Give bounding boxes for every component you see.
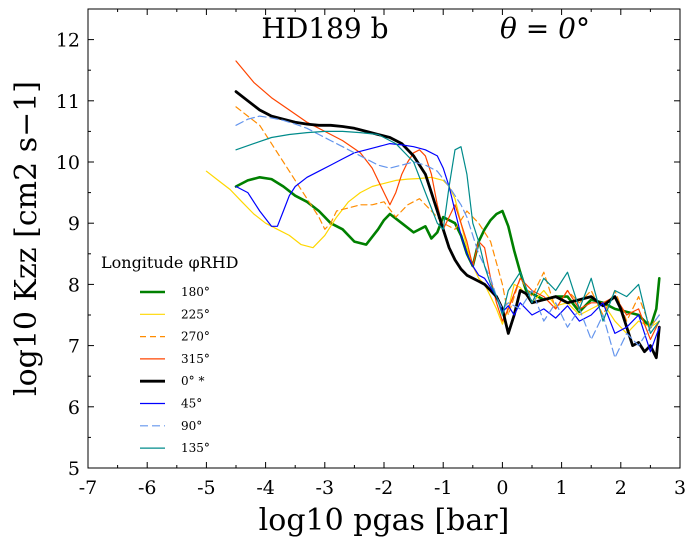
series-lines — [205, 60, 661, 360]
legend-label-0: 180° — [181, 285, 210, 299]
legend-label-2: 270° — [181, 330, 210, 344]
y-tick-label: 6 — [68, 397, 80, 419]
legend-label-4: 0° * — [181, 374, 204, 388]
y-tick-label: 5 — [68, 458, 80, 480]
y-tick-label: 11 — [56, 91, 80, 113]
chart-annotation: θ = 0° — [500, 12, 590, 45]
series-line-5 — [235, 143, 660, 353]
series-line-2 — [235, 106, 660, 328]
series-line-1 — [205, 170, 660, 334]
y-axis-label: log10 Kzz [cm2 s−1] — [9, 81, 44, 396]
legend-title: Longitude φRHD — [101, 253, 238, 272]
x-tick-label: -6 — [138, 477, 157, 499]
y-tick-label: 9 — [68, 213, 80, 235]
x-axis-label: log10 pgas [bar] — [259, 503, 510, 538]
legend-label-3: 315° — [181, 352, 210, 366]
y-tick-label: 10 — [56, 152, 80, 174]
x-tick-label: -3 — [316, 477, 335, 499]
series-line-6 — [235, 115, 660, 359]
x-tick-label: -5 — [197, 477, 216, 499]
x-tick-label: -1 — [434, 477, 453, 499]
chart-title: HD189 b — [261, 12, 388, 45]
legend-label-5: 45° — [181, 397, 202, 411]
x-tick-label: -7 — [79, 477, 98, 499]
legend-label-6: 90° — [181, 419, 202, 433]
legend-label-7: 135° — [181, 441, 210, 455]
y-tick-label: 8 — [68, 274, 80, 296]
x-tick-label: 3 — [674, 477, 686, 499]
y-tick-label: 12 — [56, 30, 80, 52]
y-tick-label: 7 — [68, 336, 80, 358]
x-tick-label: 0 — [496, 477, 508, 499]
series-line-4 — [234, 90, 661, 360]
series-line-3 — [235, 60, 660, 341]
x-tick-label: -2 — [375, 477, 394, 499]
x-tick-label: 1 — [556, 477, 568, 499]
x-tick-label: -4 — [256, 477, 275, 499]
plot-frame — [87, 8, 681, 469]
legend: Longitude φRHD 180° 225° 270° 315° 0° * 45° 90… — [101, 253, 238, 455]
series-line-7 — [235, 130, 660, 334]
x-tick-label: 2 — [615, 477, 627, 499]
legend-label-1: 225° — [181, 307, 210, 321]
